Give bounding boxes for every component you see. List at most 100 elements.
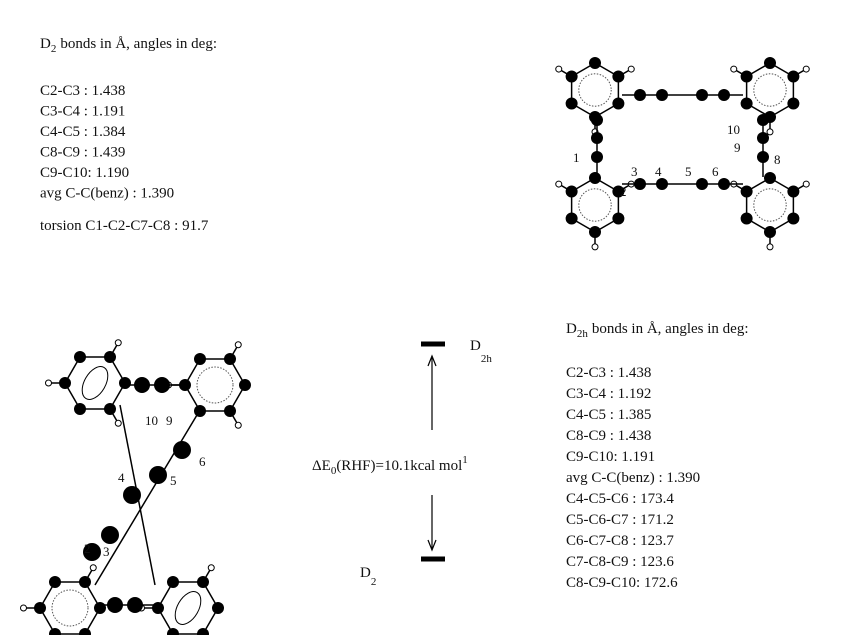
atom bbox=[741, 186, 753, 198]
hydrogen bbox=[592, 244, 598, 250]
atom-label: 2 bbox=[84, 541, 91, 556]
atom bbox=[718, 89, 730, 101]
bond-line: C4-C5-C6 : 173.4 bbox=[566, 491, 674, 507]
figure: D2bonds in Å, angles in deg: D2hbonds in… bbox=[0, 0, 846, 635]
atom bbox=[149, 466, 167, 484]
atom bbox=[757, 132, 769, 144]
atom bbox=[787, 186, 799, 198]
molecules bbox=[21, 57, 810, 635]
atom-label: 9 bbox=[734, 140, 741, 155]
atom-label: 6 bbox=[199, 454, 206, 469]
ring-ellipse bbox=[77, 362, 113, 404]
atom bbox=[152, 602, 164, 614]
atom bbox=[34, 602, 46, 614]
atom-label: 10 bbox=[145, 413, 158, 428]
atom bbox=[764, 57, 776, 69]
hydrogen bbox=[208, 565, 214, 571]
atom-label: 4 bbox=[118, 470, 125, 485]
atom-label: 6 bbox=[712, 164, 719, 179]
hydrogen bbox=[803, 181, 809, 187]
atom bbox=[764, 226, 776, 238]
atom bbox=[224, 405, 236, 417]
atom bbox=[74, 403, 86, 415]
atom bbox=[197, 628, 209, 635]
atom bbox=[634, 178, 646, 190]
atom bbox=[79, 628, 91, 635]
ring-ellipse bbox=[170, 587, 206, 629]
atom bbox=[612, 71, 624, 83]
atom bbox=[167, 576, 179, 588]
atom bbox=[787, 213, 799, 225]
bond-line: C2-C3 : 1.438 bbox=[40, 83, 125, 99]
atom bbox=[49, 628, 61, 635]
atom bbox=[49, 576, 61, 588]
atom bbox=[741, 213, 753, 225]
atom bbox=[591, 151, 603, 163]
atom bbox=[634, 89, 646, 101]
ring-circle bbox=[579, 189, 611, 221]
atom bbox=[566, 213, 578, 225]
bond-line: C8-C9 : 1.439 bbox=[40, 145, 125, 161]
d2-label: D2 bbox=[360, 565, 376, 588]
bond-line: C3-C4 : 1.191 bbox=[40, 104, 125, 120]
bond-line: C8-C9 : 1.438 bbox=[566, 428, 651, 444]
atom bbox=[101, 526, 119, 544]
atom bbox=[107, 597, 123, 613]
atom bbox=[197, 576, 209, 588]
energy-gap: ΔE0(RHF)=10.1kcal mol1 bbox=[312, 454, 468, 477]
hydrogen bbox=[115, 420, 121, 426]
ring-circle bbox=[754, 74, 786, 106]
bond-line: C6-C7-C8 : 123.7 bbox=[566, 533, 674, 549]
atom bbox=[127, 597, 143, 613]
bond bbox=[95, 410, 200, 585]
atom bbox=[696, 89, 708, 101]
atom bbox=[656, 178, 668, 190]
atom-label: 3 bbox=[103, 544, 110, 559]
atom bbox=[591, 114, 603, 126]
ring-circle bbox=[197, 367, 233, 403]
bond-line: C8-C9-C10: 172.6 bbox=[566, 575, 678, 591]
d2h-label: D2h bbox=[470, 338, 492, 365]
atom bbox=[591, 132, 603, 144]
hydrogen bbox=[767, 129, 773, 135]
atom bbox=[239, 379, 251, 391]
atom bbox=[94, 602, 106, 614]
atom bbox=[787, 98, 799, 110]
bond-line: C9-C10: 1.191 bbox=[566, 449, 655, 465]
bond-line: C9-C10: 1.190 bbox=[40, 165, 129, 181]
hydrogen bbox=[235, 422, 241, 428]
atom bbox=[764, 172, 776, 184]
ring-circle bbox=[52, 590, 88, 626]
energy-diagram bbox=[421, 344, 445, 559]
atom bbox=[612, 98, 624, 110]
atom-label: 2 bbox=[620, 184, 627, 199]
atom bbox=[589, 57, 601, 69]
hydrogen bbox=[21, 605, 27, 611]
ring-circle bbox=[579, 74, 611, 106]
atom bbox=[741, 71, 753, 83]
atom bbox=[104, 351, 116, 363]
atom bbox=[154, 377, 170, 393]
hydrogen bbox=[628, 66, 634, 72]
atom-label: 8 bbox=[774, 152, 781, 167]
atom bbox=[589, 226, 601, 238]
hydrogen bbox=[235, 342, 241, 348]
atom bbox=[656, 89, 668, 101]
atom bbox=[59, 377, 71, 389]
atom bbox=[566, 71, 578, 83]
bond-line: C4-C5 : 1.385 bbox=[566, 407, 651, 423]
atom-label: 5 bbox=[685, 164, 692, 179]
atom bbox=[589, 172, 601, 184]
hydrogen bbox=[556, 66, 562, 72]
atom bbox=[566, 186, 578, 198]
bond-line: C3-C4 : 1.192 bbox=[566, 386, 651, 402]
atom bbox=[757, 114, 769, 126]
atom bbox=[104, 403, 116, 415]
atom bbox=[123, 486, 141, 504]
atom bbox=[79, 576, 91, 588]
bond-line: avg C-C(benz) : 1.390 bbox=[40, 186, 174, 202]
atom bbox=[741, 98, 753, 110]
bond-line: C7-C8-C9 : 123.6 bbox=[566, 554, 674, 570]
